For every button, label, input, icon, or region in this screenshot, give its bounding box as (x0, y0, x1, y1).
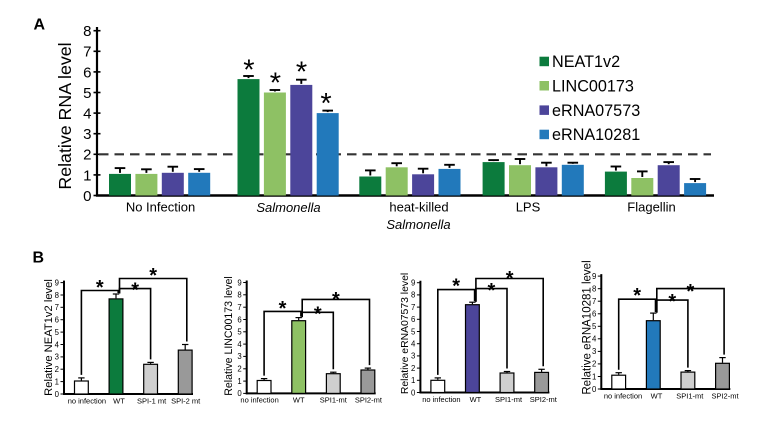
svg-text:1: 1 (592, 372, 596, 381)
svg-text:0: 0 (237, 389, 242, 398)
svg-text:*: * (488, 280, 496, 302)
svg-text:*: * (452, 276, 460, 298)
svg-text:eRNA07573: eRNA07573 (552, 102, 640, 120)
svg-text:SPI1-mt: SPI1-mt (320, 396, 348, 405)
svg-text:6: 6 (55, 316, 59, 325)
svg-text:7: 7 (55, 303, 59, 312)
svg-text:6: 6 (411, 315, 415, 324)
svg-text:LINC00173: LINC00173 (552, 78, 634, 96)
svg-text:WT: WT (293, 396, 305, 405)
svg-text:Flagellin: Flagellin (627, 200, 675, 215)
svg-text:1: 1 (83, 167, 91, 184)
svg-text:1: 1 (237, 377, 241, 386)
svg-text:SPI2-mt: SPI2-mt (530, 395, 558, 404)
svg-text:*: * (270, 68, 281, 100)
svg-text:*: * (96, 277, 104, 299)
svg-text:3: 3 (237, 352, 241, 361)
svg-text:A: A (34, 17, 46, 34)
svg-text:SPI-2 mt: SPI-2 mt (171, 396, 201, 405)
svg-text:0: 0 (83, 188, 91, 205)
svg-text:0: 0 (411, 388, 416, 397)
svg-text:5: 5 (83, 85, 91, 102)
svg-text:WT: WT (651, 391, 663, 400)
svg-text:2: 2 (411, 364, 415, 373)
svg-text:5: 5 (411, 327, 416, 336)
svg-text:eRNA10281: eRNA10281 (552, 126, 640, 144)
svg-text:*: * (131, 280, 139, 302)
svg-text:*: * (633, 285, 641, 307)
svg-text:*: * (149, 265, 157, 287)
svg-text:No Infection: No Infection (126, 200, 195, 215)
svg-text:*: * (296, 57, 307, 89)
svg-text:0: 0 (55, 390, 60, 399)
svg-text:6: 6 (83, 64, 91, 81)
svg-text:4: 4 (237, 340, 242, 349)
svg-text:9: 9 (592, 272, 596, 281)
svg-text:7: 7 (592, 297, 596, 306)
svg-text:no infection: no infection (68, 396, 106, 405)
svg-text:3: 3 (592, 347, 596, 356)
svg-text:*: * (506, 268, 514, 290)
svg-text:SPI1-mt: SPI1-mt (495, 395, 523, 404)
svg-text:SPI1-mt: SPI1-mt (676, 391, 704, 400)
svg-text:4: 4 (83, 106, 91, 123)
svg-text:*: * (320, 88, 331, 120)
svg-text:Salmonella: Salmonella (386, 217, 450, 232)
svg-text:SPI2-mt: SPI2-mt (711, 391, 739, 400)
svg-text:Relative RNA level: Relative RNA level (55, 42, 75, 189)
svg-text:SPI-1 mt: SPI-1 mt (137, 396, 167, 405)
svg-text:B: B (33, 250, 45, 267)
svg-text:4: 4 (411, 340, 416, 349)
svg-text:no infection: no infection (604, 391, 642, 400)
svg-text:2: 2 (55, 365, 59, 374)
svg-text:8: 8 (83, 23, 91, 40)
svg-text:1: 1 (55, 377, 59, 386)
svg-text:5: 5 (237, 328, 242, 337)
svg-text:5: 5 (55, 328, 60, 337)
svg-text:Relative NEAT1v2 level: Relative NEAT1v2 level (43, 279, 55, 396)
svg-text:8: 8 (592, 285, 596, 294)
svg-text:3: 3 (411, 352, 415, 361)
svg-text:5: 5 (592, 322, 597, 331)
svg-text:2: 2 (592, 360, 596, 369)
svg-text:Relative eRNA10281 level: Relative eRNA10281 level (582, 260, 594, 394)
svg-text:3: 3 (55, 353, 59, 362)
svg-text:3: 3 (83, 126, 91, 143)
svg-text:LPS: LPS (516, 200, 541, 215)
svg-text:*: * (279, 298, 287, 320)
svg-text:0: 0 (592, 385, 597, 394)
svg-text:7: 7 (411, 303, 415, 312)
svg-text:*: * (314, 304, 322, 326)
svg-text:*: * (332, 289, 340, 311)
svg-text:1: 1 (411, 376, 415, 385)
svg-text:*: * (687, 281, 695, 303)
svg-text:4: 4 (55, 340, 60, 349)
svg-text:6: 6 (592, 310, 596, 319)
svg-text:2: 2 (237, 365, 241, 374)
svg-text:NEAT1v2: NEAT1v2 (552, 53, 620, 71)
svg-text:no infection: no infection (422, 395, 460, 404)
svg-text:WT: WT (470, 395, 482, 404)
svg-text:9: 9 (411, 279, 415, 288)
svg-text:WT: WT (113, 396, 125, 405)
svg-text:8: 8 (411, 291, 415, 300)
svg-text:8: 8 (237, 291, 241, 300)
svg-text:Relative LINC00173 level: Relative LINC00173 level (223, 276, 235, 396)
svg-text:heat-killed: heat-killed (389, 200, 448, 215)
svg-text:9: 9 (237, 278, 241, 287)
svg-text:Relative eRNA07573 level: Relative eRNA07573 level (400, 273, 411, 394)
svg-text:*: * (243, 55, 254, 87)
svg-text:*: * (668, 291, 676, 313)
svg-text:6: 6 (237, 315, 241, 324)
svg-text:no infection: no infection (240, 396, 278, 405)
svg-text:2: 2 (83, 147, 91, 164)
svg-text:4: 4 (592, 335, 597, 344)
svg-text:7: 7 (83, 44, 91, 61)
svg-text:8: 8 (55, 291, 59, 300)
svg-text:9: 9 (55, 278, 59, 287)
svg-text:Salmonella: Salmonella (256, 200, 320, 215)
svg-text:7: 7 (237, 303, 241, 312)
svg-text:SPI2-mt: SPI2-mt (355, 396, 383, 405)
